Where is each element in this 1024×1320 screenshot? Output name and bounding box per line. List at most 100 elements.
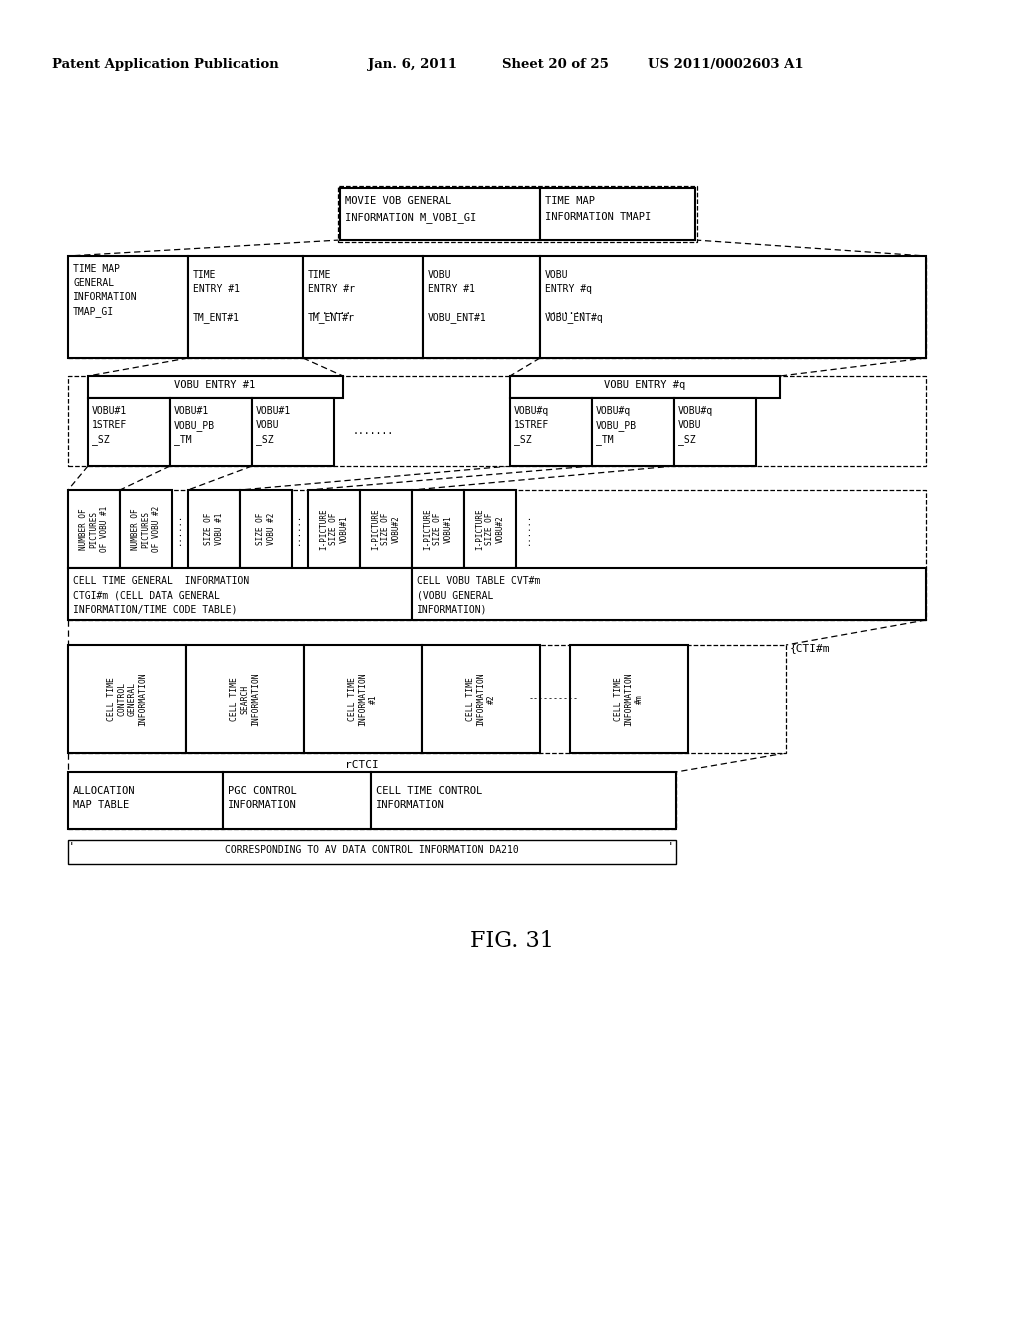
Text: VOBU#1: VOBU#1 [92, 407, 127, 416]
Bar [422, 645, 540, 752]
Text: TM_ENT#1: TM_ENT#1 [193, 312, 240, 323]
Text: _SZ: _SZ [92, 434, 110, 445]
Text: CORRESPONDING TO AV DATA CONTROL INFORMATION DA210: CORRESPONDING TO AV DATA CONTROL INFORMA… [225, 845, 519, 855]
Text: TIME: TIME [308, 271, 332, 280]
Text: VOBU_PB: VOBU_PB [174, 420, 215, 430]
Text: CELL TIME CONTROL: CELL TIME CONTROL [376, 785, 482, 796]
Bar [68, 772, 223, 829]
Text: TIME: TIME [193, 271, 216, 280]
Bar [68, 490, 120, 568]
Text: _TM: _TM [596, 434, 613, 445]
Text: INFORMATION/TIME CODE TABLE): INFORMATION/TIME CODE TABLE) [73, 605, 238, 614]
Bar [68, 645, 786, 752]
Text: VOBU ENTRY #q: VOBU ENTRY #q [604, 380, 686, 389]
Text: rCTCI: rCTCI [345, 760, 379, 770]
Text: .......: ....... [311, 306, 352, 315]
Text: TM_ENT#r: TM_ENT#r [308, 312, 355, 323]
Text: INFORMATION: INFORMATION [73, 292, 137, 302]
Text: VOBU: VOBU [428, 271, 452, 280]
Text: 1STREF: 1STREF [92, 420, 127, 430]
Bar [88, 399, 170, 466]
Bar [68, 645, 186, 752]
Text: NUMBER OF
PICTURES
OF VOBU #2: NUMBER OF PICTURES OF VOBU #2 [131, 506, 161, 552]
Text: VOBU#1: VOBU#1 [256, 407, 291, 416]
Text: Jan. 6, 2011: Jan. 6, 2011 [368, 58, 457, 71]
Text: CELL TIME
INFORMATION
#1: CELL TIME INFORMATION #1 [348, 672, 378, 726]
Bar [338, 186, 697, 242]
Bar [68, 568, 412, 620]
Text: ENTRY #1: ENTRY #1 [193, 284, 240, 294]
Text: _SZ: _SZ [678, 434, 695, 445]
Text: INFORMATION: INFORMATION [376, 800, 444, 810]
Text: CELL TIME
SEARCH
INFORMATION: CELL TIME SEARCH INFORMATION [230, 672, 260, 726]
Text: VOBU#q: VOBU#q [596, 407, 631, 416]
Bar [68, 840, 676, 865]
Text: MOVIE VOB GENERAL: MOVIE VOB GENERAL [345, 195, 452, 206]
Text: ENTRY #1: ENTRY #1 [428, 284, 475, 294]
Text: GENERAL: GENERAL [73, 279, 114, 288]
Text: {CTI#m: {CTI#m [790, 643, 830, 653]
Text: INFORMATION M_VOBI_GI: INFORMATION M_VOBI_GI [345, 213, 476, 223]
Bar [188, 256, 303, 358]
Text: VOBU ENTRY #1: VOBU ENTRY #1 [174, 380, 256, 389]
Text: INFORMATION TMAPI: INFORMATION TMAPI [545, 213, 651, 222]
Text: CELL TIME
INFORMATION
#2: CELL TIME INFORMATION #2 [466, 672, 496, 726]
Bar [188, 490, 240, 568]
Text: ENTRY #r: ENTRY #r [308, 284, 355, 294]
Text: INFORMATION: INFORMATION [228, 800, 297, 810]
Bar [240, 490, 292, 568]
Text: I-PICTURE
SIZE OF
VOBU#1: I-PICTURE SIZE OF VOBU#1 [319, 508, 349, 550]
Bar [68, 376, 926, 466]
Bar [68, 256, 926, 358]
Text: .......: ....... [353, 426, 394, 436]
Bar [304, 645, 422, 752]
Text: VOBU_ENT#q: VOBU_ENT#q [545, 312, 604, 323]
Bar [360, 490, 412, 568]
Text: I-PICTURE
SIZE OF
VOBU#2: I-PICTURE SIZE OF VOBU#2 [475, 508, 505, 550]
Text: CTGI#m (CELL DATA GENERAL: CTGI#m (CELL DATA GENERAL [73, 590, 220, 601]
Text: .......: ....... [546, 306, 587, 315]
Text: _TM: _TM [174, 434, 191, 445]
Bar [540, 256, 926, 358]
Text: PGC CONTROL: PGC CONTROL [228, 785, 297, 796]
Bar [308, 490, 360, 568]
Bar [540, 187, 695, 240]
Text: I-PICTURE
SIZE OF
VOBU#1: I-PICTURE SIZE OF VOBU#1 [423, 508, 453, 550]
Text: CELL TIME GENERAL  INFORMATION: CELL TIME GENERAL INFORMATION [73, 576, 249, 586]
Text: VOBU_ENT#1: VOBU_ENT#1 [428, 312, 486, 323]
Bar [170, 399, 252, 466]
Bar [186, 645, 304, 752]
Bar [303, 256, 423, 358]
Bar [510, 376, 780, 399]
Text: TIME MAP: TIME MAP [73, 264, 120, 275]
Bar [464, 490, 516, 568]
Text: ......: ...... [172, 513, 181, 545]
Bar [68, 490, 926, 620]
Text: CELL TIME
CONTROL
GENERAL
INFORMATION: CELL TIME CONTROL GENERAL INFORMATION [106, 672, 147, 726]
Text: (VOBU GENERAL: (VOBU GENERAL [417, 590, 494, 601]
Text: ......: ...... [521, 513, 530, 545]
Bar [412, 568, 926, 620]
Text: ': ' [669, 841, 672, 854]
Text: VOBU: VOBU [545, 271, 568, 280]
Text: CELL TIME
INFORMATION
#m: CELL TIME INFORMATION #m [614, 672, 644, 726]
Bar [592, 399, 674, 466]
Text: ----------: ---------- [529, 694, 579, 704]
Text: ': ' [70, 841, 74, 854]
Text: VOBU: VOBU [678, 420, 701, 430]
Bar [371, 772, 676, 829]
Text: CELL VOBU TABLE CVT#m: CELL VOBU TABLE CVT#m [417, 576, 541, 586]
Bar [510, 399, 592, 466]
Text: ......: ...... [292, 513, 300, 545]
Text: FIG. 31: FIG. 31 [470, 931, 554, 952]
Text: Patent Application Publication: Patent Application Publication [52, 58, 279, 71]
Text: MAP TABLE: MAP TABLE [73, 800, 129, 810]
Text: TIME MAP: TIME MAP [545, 195, 595, 206]
Bar [340, 187, 540, 240]
Text: US 2011/0002603 A1: US 2011/0002603 A1 [648, 58, 804, 71]
Text: VOBU: VOBU [256, 420, 280, 430]
Text: _SZ: _SZ [256, 434, 273, 445]
Bar [412, 490, 464, 568]
Bar [120, 490, 172, 568]
Text: ENTRY #q: ENTRY #q [545, 284, 592, 294]
